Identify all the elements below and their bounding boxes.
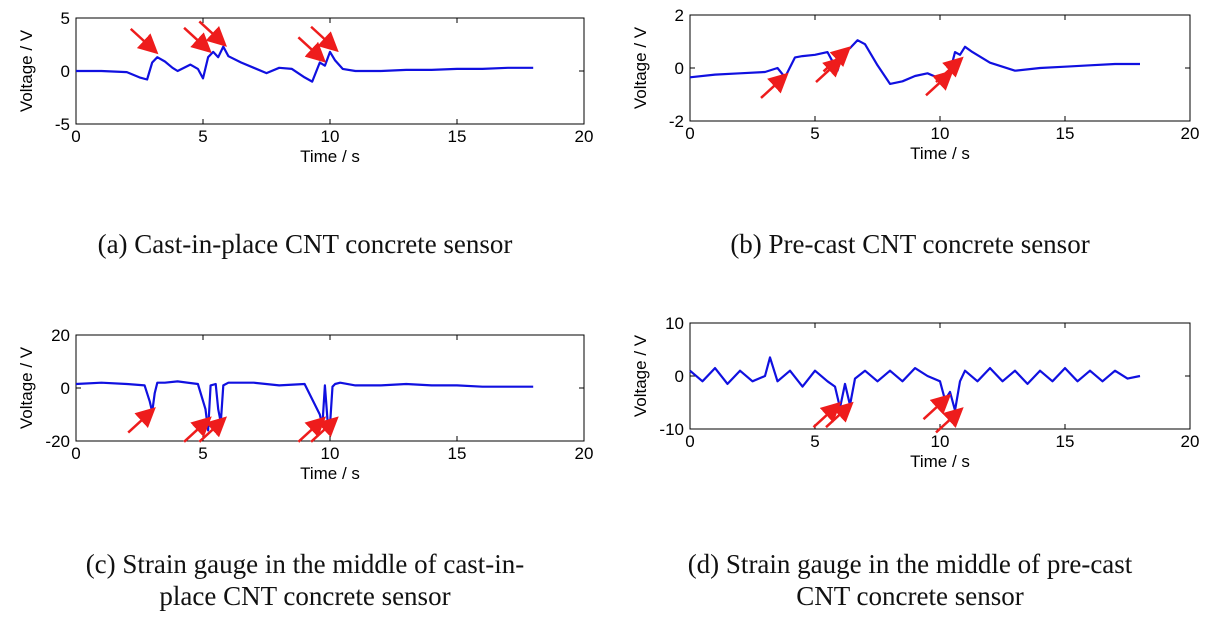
annotation-arrow-a <box>183 26 212 54</box>
y-tick-label-b: -2 <box>669 112 684 131</box>
annotation-arrow-b <box>822 46 852 73</box>
caption-c: (c) Strain gauge in the middle of cast-i… <box>10 548 600 612</box>
x-tick-label-b: 5 <box>810 124 819 143</box>
x-tick-label-d: 0 <box>685 432 694 451</box>
annotation-arrow-b <box>760 72 789 99</box>
annotation-arrow-c <box>127 407 156 434</box>
series-line-d <box>689 356 1141 412</box>
caption-b: (b) Pre-cast CNT concrete sensor <box>730 229 1090 259</box>
x-tick-label-c: 5 <box>198 444 207 463</box>
series-line-a <box>76 45 534 83</box>
x-tick-label-c: 10 <box>321 444 340 463</box>
annotation-arrow-c <box>297 416 327 443</box>
caption-d-line1: (d) Strain gauge in the middle of pre-ca… <box>687 549 1133 579</box>
y-tick-label-a: -5 <box>55 115 70 134</box>
x-axis-label-c: Time / s <box>300 464 360 483</box>
y-tick-label-d: -10 <box>659 420 684 439</box>
x-tick-label-b: 20 <box>1181 124 1200 143</box>
annotation-arrow-d <box>922 393 952 421</box>
annotation-arrow-b <box>815 56 844 83</box>
caption-a: (a) Cast-in-place CNT concrete sensor <box>97 229 513 259</box>
series-line-b <box>689 39 1140 86</box>
x-tick-label-c: 15 <box>448 444 467 463</box>
y-axis-label-c: Voltage / V <box>17 346 36 429</box>
y-tick-label-a: 0 <box>61 62 70 81</box>
y-tick-label-b: 2 <box>675 6 684 25</box>
y-axis-label-d: Voltage / V <box>631 334 650 417</box>
x-tick-label-a: 5 <box>198 127 207 146</box>
plot-frame-a <box>75 17 585 125</box>
annotation-arrow-d <box>812 401 842 429</box>
x-tick-label-a: 20 <box>575 127 594 146</box>
annotation-arrow-c <box>310 416 339 443</box>
plot-frame-b <box>689 14 1191 122</box>
x-tick-label-a: 10 <box>321 127 340 146</box>
series-line-c <box>75 380 534 432</box>
annotation-arrow-d <box>825 401 854 429</box>
x-tick-label-b: 15 <box>1056 124 1075 143</box>
caption-c-line1: (c) Strain gauge in the middle of cast-i… <box>85 549 525 579</box>
annotation-arrow-a <box>310 25 339 53</box>
x-tick-label-a: 15 <box>448 127 467 146</box>
y-tick-label-c: 0 <box>61 379 70 398</box>
y-axis-label-b: Voltage / V <box>631 26 650 109</box>
annotation-arrow-a <box>129 27 159 55</box>
caption-c-line2: place CNT concrete sensor <box>159 581 451 611</box>
x-axis-label-d: Time / s <box>910 452 970 471</box>
y-tick-label-d: 0 <box>675 367 684 386</box>
x-tick-label-b: 0 <box>685 124 694 143</box>
x-tick-label-c: 20 <box>575 444 594 463</box>
caption-d-line2: CNT concrete sensor <box>796 581 1024 611</box>
caption-d: (d) Strain gauge in the middle of pre-ca… <box>612 548 1208 612</box>
x-axis-label-a: Time / s <box>300 147 360 166</box>
annotation-arrow-a <box>198 20 228 47</box>
x-tick-label-a: 0 <box>71 127 80 146</box>
x-tick-label-d: 15 <box>1056 432 1075 451</box>
x-tick-label-d: 10 <box>931 432 950 451</box>
x-axis-label-b: Time / s <box>910 144 970 163</box>
annotation-arrow-c <box>183 416 212 443</box>
annotation-arrow-c <box>198 416 228 443</box>
y-axis-label-a: Voltage / V <box>17 29 36 112</box>
y-tick-label-a: 5 <box>61 9 70 28</box>
y-tick-label-b: 0 <box>675 59 684 78</box>
x-tick-label-c: 0 <box>71 444 80 463</box>
y-tick-label-c: 20 <box>51 326 70 345</box>
x-tick-label-d: 5 <box>810 432 819 451</box>
annotation-arrow-d <box>935 407 964 434</box>
x-tick-label-b: 10 <box>931 124 950 143</box>
x-tick-label-d: 20 <box>1181 432 1200 451</box>
y-tick-label-c: -20 <box>45 432 70 451</box>
annotation-arrow-a <box>297 36 327 63</box>
annotation-arrow-b <box>935 56 964 83</box>
y-tick-label-d: 10 <box>665 314 684 333</box>
